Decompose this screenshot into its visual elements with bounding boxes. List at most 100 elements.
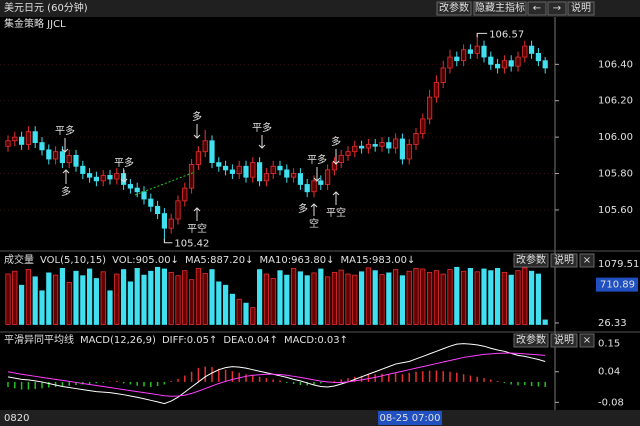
volume-bar	[501, 271, 508, 325]
button-label[interactable]: →	[553, 3, 561, 14]
candle-body	[318, 180, 324, 185]
candle-body	[188, 164, 195, 189]
button[interactable]	[567, 1, 595, 16]
volume-bar	[229, 293, 235, 325]
volume-bar	[488, 270, 494, 325]
volume-bar	[46, 272, 52, 325]
button-label[interactable]: 改参数	[516, 253, 546, 266]
button[interactable]	[579, 253, 595, 268]
candle-body	[297, 173, 304, 185]
signal-label: 平多	[114, 156, 134, 169]
volume-bar	[474, 271, 480, 325]
candle-body	[59, 151, 66, 164]
button[interactable]	[436, 1, 472, 16]
candle-body	[263, 173, 270, 182]
volume-bar	[522, 267, 528, 325]
signal-label: 平空	[326, 206, 346, 219]
volume-bar	[216, 281, 222, 325]
button[interactable]	[473, 1, 527, 16]
candle-body	[18, 136, 25, 145]
current-value-box	[596, 277, 638, 292]
candle-body	[290, 173, 297, 178]
legend-text: VOL(5,10,15)	[40, 255, 106, 266]
legend-text: MA15:983.00↓	[340, 255, 415, 266]
volume-bar	[535, 273, 542, 325]
candle-body	[32, 131, 38, 144]
candle-body	[379, 142, 385, 147]
volume-bar	[107, 290, 113, 325]
candle-body	[338, 154, 344, 164]
volume-bar	[460, 270, 467, 325]
signal-arrow-head	[258, 144, 266, 149]
candle-body	[182, 187, 188, 202]
candle-body	[134, 187, 140, 193]
button-label[interactable]: 改参数	[516, 333, 546, 346]
button-label[interactable]: ×	[583, 255, 591, 266]
y-tick-label: 105.60	[598, 205, 633, 216]
candle-body	[413, 133, 419, 145]
legend-text: MA5:887.20↓	[185, 255, 254, 266]
candle-body	[53, 151, 59, 160]
volume-bar	[297, 271, 304, 325]
candle-body	[80, 165, 86, 174]
button-label[interactable]: 隐藏主指标	[475, 1, 525, 14]
y-tick-label: 1079.51	[598, 259, 639, 270]
volume-bar	[426, 271, 433, 325]
volume-bar	[433, 270, 440, 325]
candle-body	[46, 149, 52, 160]
volume-bar	[134, 268, 140, 325]
volume-bar	[284, 274, 290, 325]
volume-bar	[447, 269, 453, 325]
candle-body	[168, 218, 174, 229]
y-tick-label: -0.08	[598, 397, 624, 408]
candle-body	[222, 165, 229, 171]
volume-bar	[372, 270, 378, 325]
extreme-bracket	[476, 32, 488, 38]
extreme-bracket	[163, 238, 173, 244]
volume-bar	[202, 273, 208, 325]
candle-body	[460, 49, 467, 62]
candle-body	[352, 145, 358, 153]
legend-text: VOL:905.00↓	[112, 255, 179, 266]
volume-bar	[440, 273, 446, 325]
legend-text: 平滑异同平均线	[4, 333, 74, 346]
legend-text: MACD:0.03↑	[284, 335, 348, 346]
y-tick-label: 106.20	[598, 96, 633, 107]
candle-body	[426, 96, 433, 120]
y-tick-label: 106.00	[598, 132, 633, 143]
button-label[interactable]: ←	[533, 3, 541, 14]
candle-body	[488, 56, 494, 65]
button-label[interactable]: 改参数	[439, 1, 469, 14]
button-label[interactable]: ×	[583, 335, 591, 346]
y-tick-label: 26.33	[598, 318, 627, 329]
candle-body	[420, 118, 426, 134]
button[interactable]	[513, 253, 549, 268]
candle-body	[392, 138, 399, 149]
time-start: 0820	[4, 413, 29, 424]
button-label[interactable]: 说明	[554, 253, 574, 266]
high-label: 106.57	[489, 29, 524, 40]
button-label[interactable]: 说明	[571, 1, 591, 14]
button[interactable]	[513, 333, 549, 348]
y-tick-label: 105.80	[598, 169, 633, 180]
button[interactable]	[547, 1, 567, 16]
button[interactable]	[579, 333, 595, 348]
signal-arrow-head	[61, 148, 69, 153]
volume-bar	[529, 270, 535, 325]
volume-bar	[12, 270, 18, 325]
signal-label: 多	[298, 202, 308, 215]
candle-body	[440, 67, 446, 83]
volume-bar	[168, 271, 174, 325]
y-tick-label: 0.04	[598, 367, 620, 378]
candle-body	[284, 169, 290, 178]
candle-body	[202, 140, 208, 153]
button-label[interactable]: 说明	[554, 333, 574, 346]
candle-body	[324, 169, 331, 185]
indicator-title: 集金策略 JJCL	[4, 17, 66, 30]
legend-text: DIFF:0.05↑	[162, 335, 217, 346]
volume-bar	[263, 273, 270, 325]
button[interactable]	[527, 1, 547, 16]
macd-line	[7, 343, 546, 405]
volume-bar	[100, 271, 106, 325]
volume-bar	[222, 284, 229, 325]
